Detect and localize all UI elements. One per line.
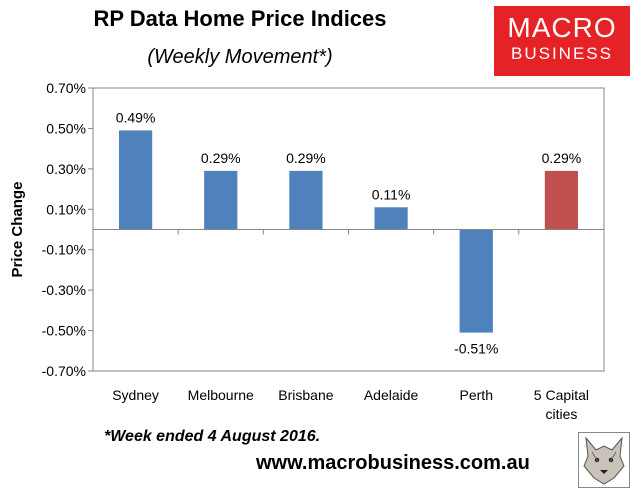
data-label: 0.29% <box>201 150 241 166</box>
chart-title: RP Data Home Price Indices <box>93 6 387 31</box>
macrobusiness-logo: MACRO BUSINESS <box>494 6 630 76</box>
bar <box>374 207 408 230</box>
x-tick-label: cities <box>545 406 577 422</box>
wolf-logo-icon <box>578 432 630 488</box>
y-axis-title: Price Change <box>9 182 26 278</box>
chart-subtitle: (Weekly Movement*) <box>147 46 333 68</box>
data-label: 0.29% <box>286 150 326 166</box>
data-label: 0.29% <box>542 150 582 166</box>
y-tick-label: -0.10% <box>42 242 86 258</box>
data-label: 0.49% <box>116 109 156 125</box>
x-tick-label: Sydney <box>112 387 159 403</box>
logo-line-1: MACRO <box>507 12 617 43</box>
bar <box>544 170 579 230</box>
y-tick-label: 0.50% <box>46 120 86 136</box>
x-tick-label: Brisbane <box>278 387 333 403</box>
x-tick-label: Adelaide <box>364 387 419 403</box>
y-tick-label: -0.70% <box>42 363 86 379</box>
bar <box>204 170 238 230</box>
x-tick-label: Perth <box>460 387 493 403</box>
x-tick-label: 5 Capital <box>534 387 589 403</box>
y-tick-label: 0.30% <box>46 161 86 177</box>
y-tick-label: 0.10% <box>46 201 86 217</box>
bar <box>289 170 323 230</box>
y-tick-label: 0.70% <box>46 80 86 96</box>
footnote: *Week ended 4 August 2016. <box>104 428 321 445</box>
bar <box>118 130 153 230</box>
data-label: -0.51% <box>454 341 498 357</box>
data-label: 0.11% <box>372 186 411 202</box>
x-tick-label: Melbourne <box>188 387 254 403</box>
logo-line-2: BUSINESS <box>511 44 613 63</box>
bar-chart: -0.70% -0.50% -0.30% -0.10% 0.10% 0.30% 0.50% 0… <box>9 80 605 422</box>
y-tick-label: -0.50% <box>42 323 86 339</box>
y-tick-label: -0.30% <box>42 282 86 298</box>
website-url: www.macrobusiness.com.au <box>256 452 530 474</box>
bar <box>459 229 493 333</box>
